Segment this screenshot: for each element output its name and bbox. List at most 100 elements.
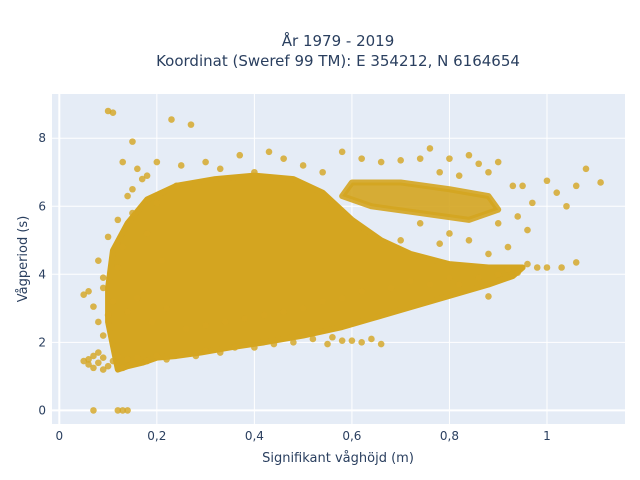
data-point bbox=[299, 305, 307, 312]
data-point bbox=[348, 337, 356, 344]
data-point bbox=[387, 284, 395, 292]
data-point bbox=[119, 364, 127, 372]
data-point bbox=[329, 333, 336, 341]
data-point bbox=[368, 335, 375, 343]
data-point bbox=[241, 315, 248, 322]
data-point bbox=[514, 269, 522, 276]
data-point bbox=[338, 294, 346, 302]
data-point bbox=[192, 352, 200, 360]
data-point bbox=[553, 189, 561, 196]
data-point bbox=[558, 264, 565, 271]
data-point bbox=[407, 277, 414, 285]
data-point bbox=[494, 271, 502, 278]
tick-labels: 0 0,2 0,4 0,6 0,8 1 0 2 4 6 8 bbox=[38, 131, 550, 443]
data-point bbox=[85, 356, 92, 363]
data-point bbox=[446, 155, 453, 162]
data-point bbox=[319, 168, 326, 176]
data-point bbox=[124, 192, 131, 200]
data-point bbox=[504, 243, 512, 251]
data-point bbox=[168, 116, 175, 123]
data-point bbox=[494, 158, 502, 166]
data-point bbox=[153, 158, 161, 166]
data-point bbox=[358, 339, 365, 346]
data-point bbox=[90, 364, 97, 372]
data-point bbox=[119, 243, 127, 251]
data-point bbox=[182, 325, 190, 333]
data-point bbox=[338, 148, 346, 156]
data-point bbox=[231, 344, 239, 351]
data-point bbox=[129, 138, 136, 145]
x-axis-title: Signifikant våghöjd (m) bbox=[262, 451, 414, 466]
data-point bbox=[280, 155, 287, 162]
x-tick-label: 0,8 bbox=[440, 429, 459, 443]
data-point bbox=[124, 356, 131, 363]
data-point bbox=[95, 318, 102, 326]
data-point bbox=[134, 294, 141, 302]
data-point bbox=[563, 202, 570, 210]
data-point bbox=[270, 340, 278, 348]
data-point bbox=[485, 293, 492, 300]
y-tick-label: 4 bbox=[38, 267, 46, 281]
data-point bbox=[324, 340, 331, 348]
data-point bbox=[416, 155, 424, 162]
data-point bbox=[138, 175, 146, 183]
data-point bbox=[177, 350, 185, 358]
data-point bbox=[309, 335, 317, 343]
data-point bbox=[187, 121, 195, 128]
data-point bbox=[134, 165, 141, 173]
data-point bbox=[319, 298, 326, 305]
data-point bbox=[494, 219, 502, 227]
data-point bbox=[519, 182, 526, 190]
data-point bbox=[95, 257, 102, 265]
data-point bbox=[416, 219, 424, 227]
data-point bbox=[221, 318, 229, 326]
data-point bbox=[114, 407, 122, 414]
data-point bbox=[163, 305, 170, 312]
data-point bbox=[99, 366, 107, 373]
data-point bbox=[260, 311, 268, 319]
data-point bbox=[119, 407, 127, 414]
data-point bbox=[582, 165, 590, 173]
data-point bbox=[524, 226, 531, 234]
data-point bbox=[543, 177, 551, 185]
data-point bbox=[485, 168, 492, 176]
data-point bbox=[251, 168, 258, 176]
data-point bbox=[114, 352, 122, 360]
data-point bbox=[485, 250, 492, 258]
data-point bbox=[524, 260, 531, 268]
data-point bbox=[109, 109, 117, 117]
data-point bbox=[465, 151, 473, 159]
data-point bbox=[90, 407, 97, 414]
data-point bbox=[129, 185, 136, 193]
data-point bbox=[265, 148, 273, 156]
data-point bbox=[148, 318, 156, 326]
data-point bbox=[99, 354, 107, 361]
data-point bbox=[119, 158, 127, 166]
data-point bbox=[202, 158, 209, 166]
data-point bbox=[90, 303, 97, 310]
x-tick-label: 0 bbox=[55, 429, 63, 443]
data-point bbox=[129, 209, 136, 217]
data-point bbox=[104, 311, 112, 319]
data-point bbox=[163, 356, 170, 363]
data-point bbox=[177, 162, 185, 169]
data-point bbox=[236, 151, 244, 159]
data-point bbox=[455, 281, 463, 288]
data-point bbox=[446, 230, 453, 237]
data-point bbox=[95, 359, 102, 367]
data-point bbox=[533, 264, 541, 271]
y-tick-label: 8 bbox=[38, 131, 46, 145]
data-point bbox=[99, 332, 107, 339]
data-point bbox=[114, 216, 122, 224]
data-point bbox=[85, 361, 92, 368]
data-point bbox=[475, 274, 483, 282]
data-point bbox=[104, 362, 112, 370]
x-tick-label: 0,4 bbox=[245, 429, 264, 443]
data-point bbox=[475, 160, 483, 168]
data-point bbox=[90, 352, 97, 360]
data-point bbox=[251, 344, 258, 351]
data-point bbox=[216, 165, 224, 173]
data-point bbox=[397, 157, 404, 164]
data-point bbox=[397, 236, 404, 244]
data-point bbox=[290, 339, 297, 346]
